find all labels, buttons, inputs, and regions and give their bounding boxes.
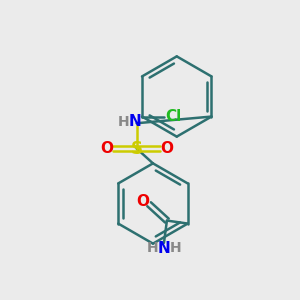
Text: O: O	[100, 141, 113, 156]
Text: O: O	[136, 194, 149, 209]
Text: H: H	[117, 115, 129, 129]
Text: N: N	[158, 241, 170, 256]
Text: H: H	[169, 241, 181, 255]
Text: N: N	[129, 114, 142, 129]
Text: S: S	[130, 140, 142, 158]
Text: Cl: Cl	[165, 109, 181, 124]
Text: H: H	[147, 241, 158, 255]
Text: O: O	[160, 141, 173, 156]
